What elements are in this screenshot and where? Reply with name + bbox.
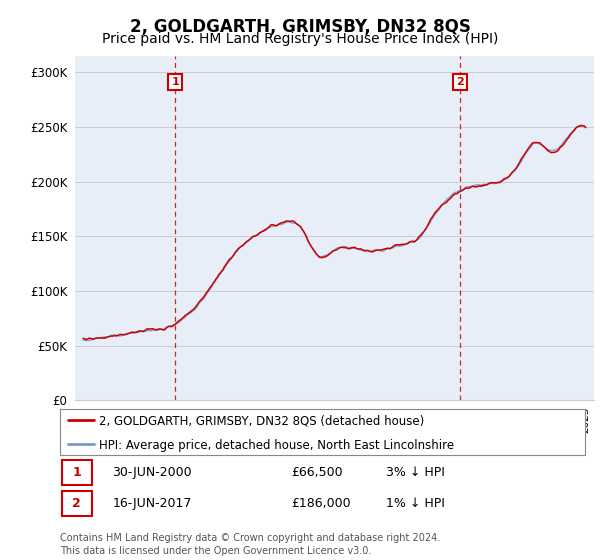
Text: Price paid vs. HM Land Registry's House Price Index (HPI): Price paid vs. HM Land Registry's House … [102, 32, 498, 46]
Text: 2, GOLDGARTH, GRIMSBY, DN32 8QS (detached house): 2, GOLDGARTH, GRIMSBY, DN32 8QS (detache… [100, 415, 425, 428]
Text: 1% ↓ HPI: 1% ↓ HPI [386, 497, 445, 510]
Text: HPI: Average price, detached house, North East Lincolnshire: HPI: Average price, detached house, Nort… [100, 438, 455, 451]
Text: 2: 2 [73, 497, 81, 510]
FancyBboxPatch shape [62, 491, 92, 516]
Text: 2: 2 [456, 77, 464, 87]
Text: 1: 1 [73, 466, 81, 479]
Text: 2, GOLDGARTH, GRIMSBY, DN32 8QS: 2, GOLDGARTH, GRIMSBY, DN32 8QS [130, 18, 470, 36]
FancyBboxPatch shape [62, 460, 92, 485]
Text: 3% ↓ HPI: 3% ↓ HPI [386, 466, 445, 479]
Text: 1: 1 [172, 77, 179, 87]
Text: £66,500: £66,500 [291, 466, 343, 479]
Text: 16-JUN-2017: 16-JUN-2017 [113, 497, 192, 510]
Text: £186,000: £186,000 [291, 497, 350, 510]
Text: Contains HM Land Registry data © Crown copyright and database right 2024.
This d: Contains HM Land Registry data © Crown c… [60, 533, 440, 556]
Text: 30-JUN-2000: 30-JUN-2000 [113, 466, 192, 479]
